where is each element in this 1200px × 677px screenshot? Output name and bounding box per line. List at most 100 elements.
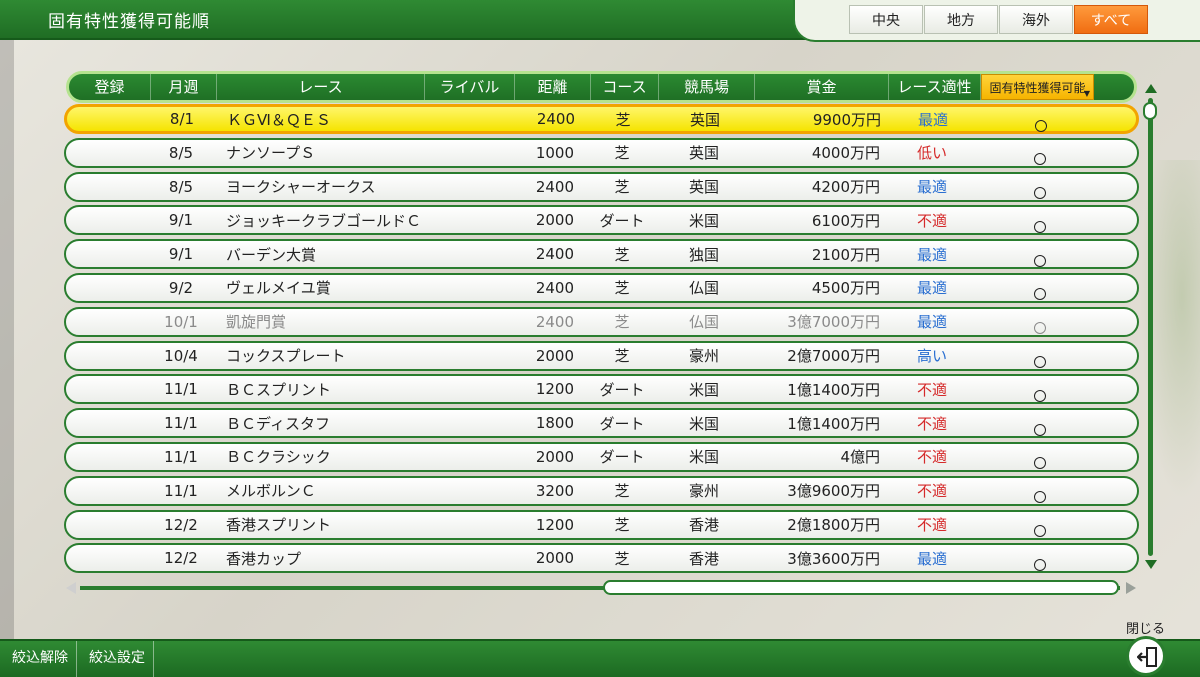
tab-all[interactable]: すべて xyxy=(1074,5,1148,34)
scroll-up-icon[interactable] xyxy=(1145,84,1157,93)
race-name-cell: ＫＧⅥ＆ＱＥＳ xyxy=(227,110,331,129)
racecourse-cell: 英国 xyxy=(689,110,720,129)
aptitude-cell: 低い xyxy=(916,144,947,163)
table-row[interactable]: 9/1 ジョッキークラブゴールドＣ 2000 ダート 米国 6100万円 不適 ○ xyxy=(64,205,1139,236)
racecourse-cell: 米国 xyxy=(688,448,719,467)
race-name-cell: ＢＣスプリント xyxy=(226,380,332,399)
col-header-course[interactable]: コース xyxy=(591,74,659,100)
horizontal-scroll-track[interactable] xyxy=(80,586,1120,590)
vertical-scroll-track[interactable] xyxy=(1148,98,1153,556)
aptitude-cell: 不適 xyxy=(916,482,947,501)
unique-trait-cell: ○ xyxy=(978,275,1102,301)
week-cell: 8/5 xyxy=(168,143,194,162)
unique-trait-cell: ○ xyxy=(978,140,1102,166)
col-header-racecourse[interactable]: 競馬場 xyxy=(659,74,755,100)
course-cell: 芝 xyxy=(614,347,630,366)
unique-trait-cell: ○ xyxy=(978,377,1102,402)
unique-trait-cell: ○ xyxy=(978,309,1102,335)
distance-cell: 2000 xyxy=(535,447,574,466)
table-row[interactable]: 11/1 ＢＣクラシック 2000 ダート 米国 4億円 不適 ○ xyxy=(64,441,1139,472)
circle-mark-icon: ○ xyxy=(1034,525,1046,538)
sort-desc-icon: ▼ xyxy=(1083,89,1090,98)
distance-cell: 2400 xyxy=(535,278,574,297)
scroll-down-icon[interactable] xyxy=(1145,560,1157,569)
circle-mark-icon: ○ xyxy=(1034,153,1046,166)
close-button-circle[interactable] xyxy=(1126,636,1166,676)
table-header: 登録 月週 レース ライバル 距離 コース 競馬場 賞金 レース適性 固有特性獲… xyxy=(66,71,1137,103)
scroll-right-icon[interactable] xyxy=(1126,582,1136,594)
vertical-scrollbar[interactable] xyxy=(1143,84,1159,574)
table-row[interactable]: 11/1 メルボルンＣ 3200 芝 豪州 3億9600万円 不適 ○ xyxy=(64,475,1139,506)
table-row[interactable]: 9/1 バーデン大賞 2400 芝 独国 2100万円 最適 ○ xyxy=(64,239,1139,270)
close-label: 閉じる xyxy=(1126,622,1166,637)
horizontal-scroll-thumb[interactable] xyxy=(603,580,1119,595)
filter-settings-button[interactable]: 絞込設定 xyxy=(81,641,154,677)
week-cell: 11/1 xyxy=(164,380,198,399)
horizontal-scrollbar[interactable] xyxy=(66,580,1138,596)
distance-cell: 1200 xyxy=(535,380,574,399)
prize-cell: 4000万円 xyxy=(811,144,880,163)
col-header-week[interactable]: 月週 xyxy=(151,74,217,100)
racecourse-cell: 香港 xyxy=(688,516,719,535)
race-name-cell: バーデン大賞 xyxy=(226,245,317,264)
col-header-rival[interactable]: ライバル xyxy=(425,74,515,100)
racecourse-cell: 豪州 xyxy=(688,482,719,501)
week-cell: 11/1 xyxy=(164,447,198,466)
circle-mark-icon: ○ xyxy=(1034,389,1046,402)
prize-cell: 4500万円 xyxy=(811,279,880,298)
circle-mark-icon: ○ xyxy=(1034,254,1046,267)
table-row[interactable]: 11/1 ＢＣスプリント 1200 ダート 米国 1億1400万円 不適 ○ xyxy=(64,374,1139,405)
aptitude-cell: 最適 xyxy=(916,549,947,568)
tab-overseas[interactable]: 海外 xyxy=(999,5,1073,34)
table-row[interactable]: 8/5 ナンソープＳ 1000 芝 英国 4000万円 低い ○ xyxy=(64,137,1139,168)
circle-mark-icon: ○ xyxy=(1034,220,1046,233)
aptitude-cell: 不適 xyxy=(916,414,947,433)
racecourse-cell: 香港 xyxy=(688,549,719,568)
prize-cell: 9900万円 xyxy=(812,110,881,129)
distance-cell: 2400 xyxy=(536,110,575,128)
page-title: 固有特性獲得可能順 xyxy=(48,12,210,32)
table-row[interactable]: 9/2 ヴェルメイユ賞 2400 芝 仏国 4500万円 最適 ○ xyxy=(64,272,1139,303)
col-header-aptitude[interactable]: レース適性 xyxy=(889,74,981,100)
circle-mark-icon: ○ xyxy=(1034,423,1046,436)
close-button[interactable]: 閉じる xyxy=(1112,618,1192,676)
unique-trait-cell: ○ xyxy=(978,242,1102,267)
aptitude-cell: 不適 xyxy=(916,380,947,399)
table-row[interactable]: 11/1 ＢＣディスタフ 1800 ダート 米国 1億1400万円 不適 ○ xyxy=(64,408,1139,439)
clear-filter-button[interactable]: 絞込解除 xyxy=(4,641,77,677)
tab-central[interactable]: 中央 xyxy=(849,5,923,34)
race-name-cell: ナンソープＳ xyxy=(226,144,316,163)
table-row[interactable]: 10/1 凱旋門賞 2400 芝 仏国 3億7000万円 最適 ○ xyxy=(64,306,1139,337)
week-cell: 9/2 xyxy=(168,278,194,297)
exit-door-icon xyxy=(1137,647,1157,667)
race-name-cell: ヴェルメイユ賞 xyxy=(226,279,331,298)
col-header-unique-trait[interactable]: 固有特性獲得可能 ▼ xyxy=(981,74,1094,100)
vertical-scroll-thumb[interactable] xyxy=(1143,102,1157,120)
unique-trait-cell: ○ xyxy=(978,512,1102,538)
tab-local[interactable]: 地方 xyxy=(924,5,998,34)
week-cell: 12/2 xyxy=(164,515,198,534)
week-cell: 8/5 xyxy=(168,177,194,196)
course-cell: 芝 xyxy=(615,110,631,129)
racecourse-cell: 米国 xyxy=(688,211,719,230)
table-row[interactable]: 12/2 香港カップ 2000 芝 香港 3億3600万円 最適 ○ xyxy=(64,543,1139,574)
racecourse-cell: 英国 xyxy=(688,144,719,163)
circle-mark-icon: ○ xyxy=(1035,119,1047,132)
week-cell: 11/1 xyxy=(164,414,198,433)
unique-trait-cell: ○ xyxy=(978,444,1102,470)
racecourse-cell: 英国 xyxy=(688,178,719,197)
col-header-prize[interactable]: 賞金 xyxy=(755,74,889,100)
col-header-register[interactable]: 登録 xyxy=(69,74,151,100)
col-header-distance[interactable]: 距離 xyxy=(515,74,591,100)
circle-mark-icon: ○ xyxy=(1034,491,1046,504)
aptitude-cell: 不適 xyxy=(916,516,947,535)
distance-cell: 1800 xyxy=(535,414,574,433)
table-row[interactable]: 8/5 ヨークシャーオークス 2400 芝 英国 4200万円 最適 ○ xyxy=(64,171,1139,202)
col-header-race[interactable]: レース xyxy=(217,74,425,100)
table-row[interactable]: 10/4 コックスプレート 2000 芝 豪州 2億7000万円 高い ○ xyxy=(64,340,1139,371)
scroll-left-icon[interactable] xyxy=(66,582,76,594)
table-row[interactable]: 12/2 香港スプリント 1200 芝 香港 2億1800万円 不適 ○ xyxy=(64,509,1139,540)
week-cell: 9/1 xyxy=(168,211,194,230)
table-row[interactable]: 8/1 ＫＧⅥ＆ＱＥＳ 2400 芝 英国 9900万円 最適 ○ xyxy=(64,104,1139,134)
unique-trait-cell: ○ xyxy=(978,478,1102,504)
